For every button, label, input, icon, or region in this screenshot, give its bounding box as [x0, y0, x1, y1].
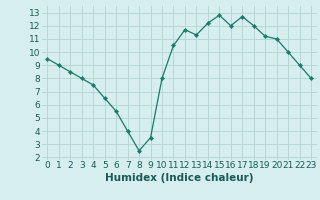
- X-axis label: Humidex (Indice chaleur): Humidex (Indice chaleur): [105, 173, 253, 183]
